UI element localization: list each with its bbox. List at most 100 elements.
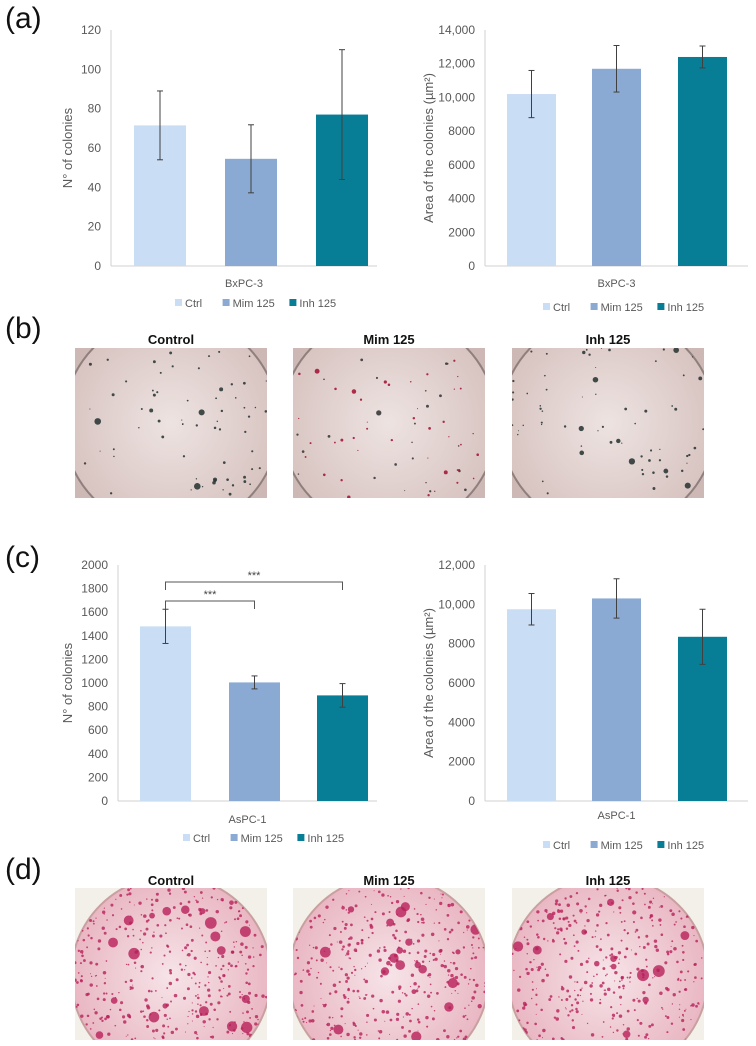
y-axis-label: Area of the colonies (µm²): [421, 608, 436, 758]
y-tick-label: 12,000: [438, 558, 475, 572]
y-tick-label: 600: [88, 723, 108, 737]
error-bar: [528, 69, 535, 119]
chart-aspc1-colony-area: 0 2000 4000 6000 8000 10,000 12,000 Area of the…: [421, 558, 748, 852]
photo-d-control: [75, 888, 267, 1040]
y-tick-label: 100: [81, 62, 101, 76]
bar-ctrl: [507, 94, 556, 266]
colonies: [75, 888, 267, 1040]
y-tick-label: 1800: [81, 582, 108, 596]
colonies: [293, 888, 485, 1040]
y-tick-label: 0: [94, 259, 101, 273]
error-bar: [528, 593, 535, 626]
error-bar: [699, 45, 706, 69]
y-tick-label: 1200: [81, 652, 108, 666]
y-tick-label: 10,000: [438, 90, 475, 104]
legend-label: Mim 125: [601, 840, 643, 852]
photo-title-b-mim: Mim 125: [363, 332, 415, 347]
legend-swatch: [183, 834, 190, 841]
y-tick-label: 1400: [81, 629, 108, 643]
error-bar: [613, 578, 620, 619]
y-tick-label: 14,000: [438, 23, 475, 37]
y-tick-label: 8000: [448, 637, 475, 651]
x-category-label: AsPC-1: [598, 810, 636, 822]
legend-swatch: [175, 299, 182, 306]
y-tick-label: 4000: [448, 192, 475, 206]
photo-d-mim125: [293, 888, 485, 1040]
y-tick-label: 6000: [448, 158, 475, 172]
error-bar: [699, 608, 706, 665]
photo-title-b-control: Control: [147, 332, 195, 347]
bar-mim-125: [592, 598, 641, 801]
photo-title-d-inh: Inh 125: [585, 873, 631, 888]
y-tick-label: 2000: [448, 755, 475, 769]
legend-swatch: [289, 299, 297, 306]
photo-b-control: [75, 348, 267, 498]
colonies: [512, 348, 704, 498]
error-bar: [339, 683, 346, 708]
legend-label: Inh 125: [667, 840, 704, 852]
photo-b-mim125: [293, 348, 485, 498]
significance-label: ***: [204, 589, 218, 601]
y-tick-label: 10,000: [438, 597, 475, 611]
legend-swatch: [543, 303, 550, 310]
legend-swatch: [543, 841, 550, 848]
y-tick-label: 0: [101, 794, 108, 808]
y-tick-label: 400: [88, 747, 108, 761]
panel-label-d: (d): [5, 853, 42, 886]
legend-swatch: [297, 834, 305, 841]
y-tick-label: 200: [88, 770, 108, 784]
y-tick-label: 40: [88, 180, 102, 194]
y-tick-label: 2000: [81, 558, 108, 572]
y-tick-label: 60: [88, 141, 102, 155]
culture-dish: [512, 888, 704, 1040]
legend-swatch: [590, 841, 598, 848]
photo-title-d-mim: Mim 125: [363, 873, 415, 888]
significance-bracket: [165, 581, 343, 590]
error-bar: [613, 45, 620, 93]
y-axis-label: N° of colonies: [60, 642, 75, 723]
bar-mim-125: [592, 68, 641, 267]
legend-swatch: [222, 299, 230, 306]
y-tick-label: 6000: [448, 676, 475, 690]
x-category-label: BxPC-3: [225, 278, 263, 290]
significance-label: ***: [248, 570, 262, 582]
legend-label: Inh 125: [307, 833, 344, 845]
photo-title-b-inh: Inh 125: [585, 332, 631, 347]
legend-label: Mim 125: [233, 298, 275, 310]
panel-label-a: (a): [5, 2, 42, 35]
error-bar: [157, 90, 163, 161]
y-tick-label: 800: [88, 700, 108, 714]
photo-title-d-control: Control: [147, 873, 195, 888]
error-bar: [162, 608, 169, 644]
bar-ctrl: [507, 609, 556, 801]
panel-label-c: (c): [5, 541, 40, 574]
error-bar: [339, 49, 345, 180]
y-axis-label: N° of colonies: [60, 107, 75, 188]
bar-ctrl: [140, 626, 191, 801]
y-tick-label: 80: [88, 102, 102, 116]
culture-dish: [75, 348, 267, 498]
x-category-label: AsPC-1: [229, 814, 267, 826]
legend-label: Mim 125: [601, 302, 643, 314]
x-category-label: BxPC-3: [598, 278, 636, 290]
y-tick-label: 2000: [448, 225, 475, 239]
bar-mim-125: [229, 682, 280, 801]
culture-dish: [293, 348, 485, 498]
y-tick-label: 4000: [448, 715, 475, 729]
chart-aspc1-colony-count: 0 200 400 600 800 1000 1200 1400 1600 1800 2000 N° …: [60, 558, 377, 845]
culture-dish: [512, 348, 704, 498]
y-tick-label: 12,000: [438, 57, 475, 71]
y-tick-label: 20: [88, 220, 102, 234]
legend-label: Mim 125: [241, 833, 283, 845]
error-bar: [251, 675, 258, 690]
legend-swatch: [657, 841, 665, 848]
significance-bracket: [165, 600, 255, 609]
error-bar: [248, 124, 254, 194]
bar-inh-125: [317, 695, 368, 801]
colonies: [75, 348, 267, 496]
legend-swatch: [590, 303, 598, 310]
chart-bxpc3-colony-count: 0 20 40 60 80 100 120 N° of colonies BxPC-3 Ctrl M…: [60, 23, 377, 310]
legend-label: Inh 125: [299, 298, 336, 310]
bar-inh-125: [678, 56, 727, 266]
